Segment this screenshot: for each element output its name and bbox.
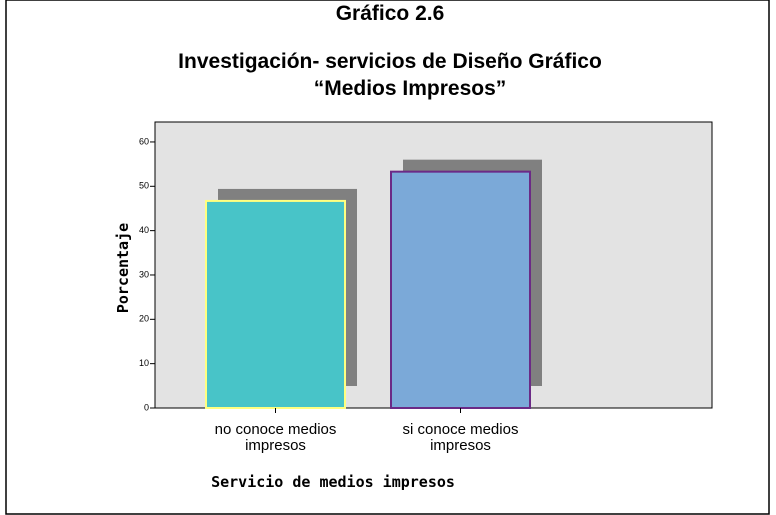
y-tick-label: 50 [139,181,149,191]
chart-title: Gráfico 2.6 [336,2,445,25]
chart-title: Investigación- servicios de Diseño Gráfi… [178,50,602,73]
chart-title: “Medios Impresos” [314,77,507,100]
x-tick-label: si conoce medios impresos [402,421,519,454]
bar [205,199,346,409]
frame [5,0,770,515]
x-tick-label: no conoce medios impresos [214,421,337,454]
y-tick-label: 0 [144,402,149,412]
y-tick-label: 10 [139,358,149,368]
bar [390,170,531,409]
y-tick-label: 40 [139,225,149,235]
y-tick-label: 30 [139,269,149,279]
y-tick-label: 60 [139,136,149,146]
x-axis-label: Servicio de medios impresos [211,473,455,491]
y-tick-label: 20 [139,314,149,324]
y-axis-label: Porcentaje [114,223,132,313]
